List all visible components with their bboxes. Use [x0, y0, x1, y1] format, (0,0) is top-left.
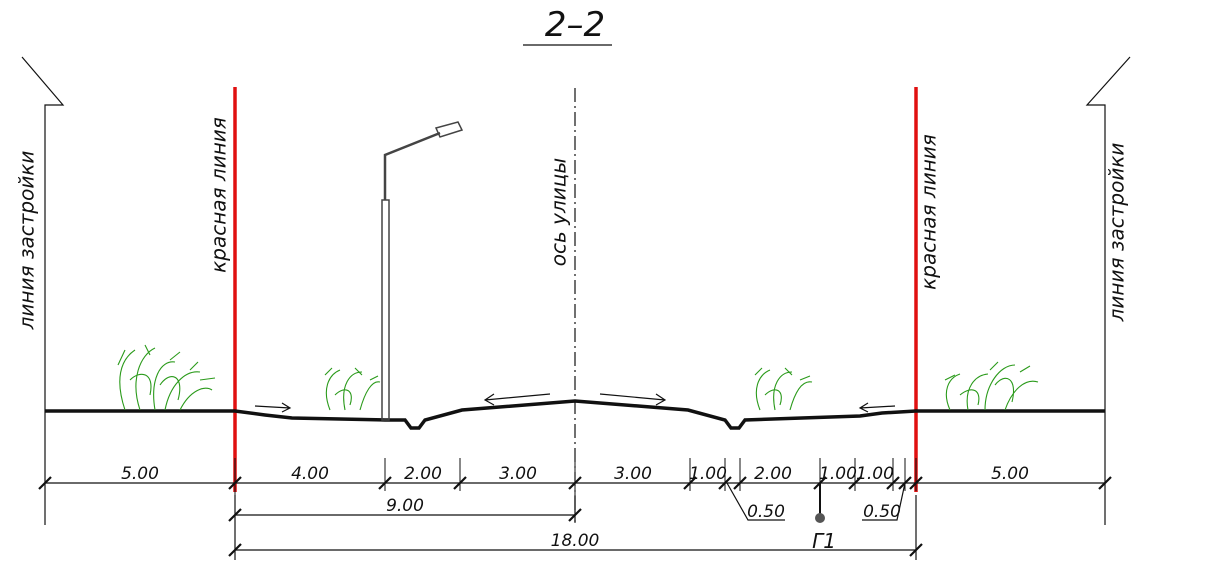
slope-arrows	[254, 393, 896, 413]
road-profile	[45, 399, 1105, 430]
dimension-label: 4.00	[291, 464, 329, 484]
dimension-label: 2.00	[754, 464, 792, 484]
label: ось улицы	[547, 158, 571, 266]
dimension-label: 5.00	[991, 464, 1029, 484]
label: красная линия	[917, 134, 941, 290]
dimension-label: 1.00	[856, 464, 894, 484]
dimension-label: 1.00	[819, 464, 857, 484]
dimension-label: 3.00	[499, 464, 537, 484]
dimension-ticks	[38, 458, 1112, 558]
dimension-label: 9.00	[386, 496, 424, 516]
dimension-label: 1.00	[689, 464, 727, 484]
drain-well	[815, 513, 825, 523]
bush	[117, 344, 1039, 411]
dimension-label: 0.50	[863, 502, 901, 522]
drain-label: Г1	[812, 529, 836, 553]
dimension-label: 3.00	[614, 464, 652, 484]
building-line	[1085, 56, 1131, 525]
dimension-label: 18.00	[551, 531, 600, 551]
label: красная линия	[207, 117, 231, 273]
dimension-label: 0.50	[747, 502, 785, 522]
lamp-post	[381, 121, 464, 421]
label: линия застройки	[1105, 143, 1129, 323]
title: 2–2	[545, 5, 605, 45]
building-line	[21, 56, 65, 525]
dimension-label: 2.00	[404, 464, 442, 484]
label: линия застройки	[15, 151, 39, 331]
dimension-label: 5.00	[121, 464, 159, 484]
